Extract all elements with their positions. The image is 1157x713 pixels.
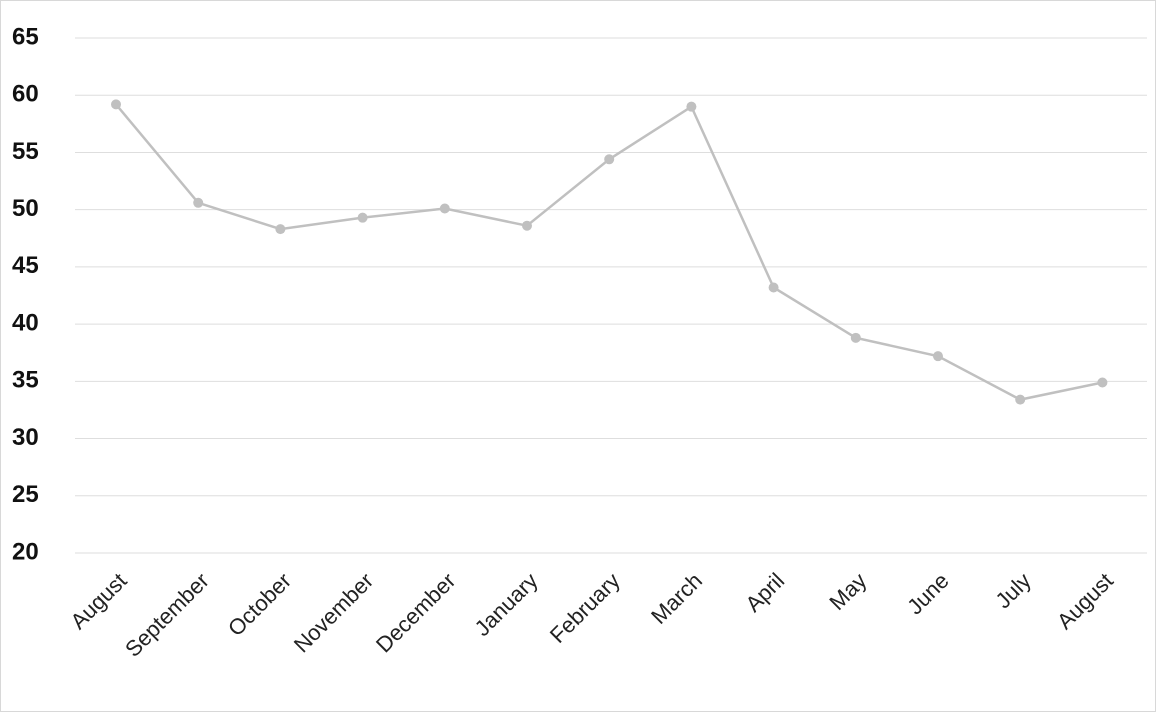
- x-tick-label: June: [902, 568, 953, 619]
- point: [604, 154, 615, 165]
- point: [1015, 394, 1026, 405]
- point: [275, 224, 286, 235]
- y-tick-label: 45: [12, 252, 39, 279]
- y-tick-label: 30: [12, 424, 39, 451]
- x-tick-label: November: [289, 568, 378, 657]
- y-tick-label: 65: [12, 23, 39, 50]
- x-tick-label: August: [1052, 568, 1118, 634]
- y-tick-label: 35: [12, 367, 39, 394]
- point: [933, 351, 943, 362]
- point: [1097, 377, 1108, 388]
- point: [439, 203, 450, 214]
- x-tick-label: March: [646, 568, 707, 629]
- y-tick-label: 20: [12, 538, 39, 565]
- x-tick-label: January: [470, 568, 543, 641]
- x-tick-label: July: [991, 568, 1036, 613]
- point: [522, 220, 532, 231]
- y-tick-label: 55: [12, 138, 39, 165]
- y-tick-label: 40: [12, 309, 39, 336]
- x-tick-label: December: [371, 568, 460, 657]
- x-tick-label: August: [66, 568, 132, 634]
- x-tick-label: February: [545, 568, 625, 648]
- point: [111, 99, 121, 110]
- point: [768, 282, 779, 293]
- point: [357, 212, 368, 223]
- x-tick-label: October: [223, 568, 296, 641]
- line: [115, 103, 1103, 401]
- x-tick-label: April: [740, 568, 789, 617]
- point: [193, 197, 204, 208]
- point: [850, 332, 861, 343]
- point: [686, 101, 697, 112]
- x-tick-label: May: [824, 568, 871, 615]
- y-tick-label: 50: [12, 195, 39, 222]
- y-tick-label: 60: [12, 81, 39, 108]
- x-tick-label: September: [120, 568, 214, 662]
- y-tick-label: 25: [12, 481, 39, 508]
